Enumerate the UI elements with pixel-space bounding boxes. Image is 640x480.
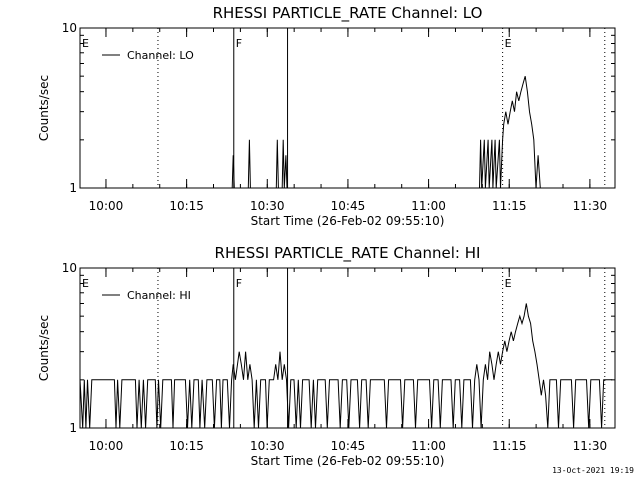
panel1-x-tick-label: 11:15: [492, 199, 527, 213]
panel2-y-tick-label: 1: [69, 421, 77, 435]
panel2-x-tick-label: 10:15: [169, 439, 204, 453]
panel1-series-line: [80, 76, 615, 189]
panel2-y-axis-label: Counts/sec: [37, 315, 51, 381]
panel1-x-tick-label: 10:45: [331, 199, 366, 213]
panel2-x-tick-label: 11:30: [573, 439, 608, 453]
panel1-x-tick-label: 11:00: [411, 199, 446, 213]
panel2-x-tick-label: 10:30: [250, 439, 285, 453]
panel1-marker-label: E: [505, 37, 512, 50]
panel1-y-axis-label: Counts/sec: [37, 75, 51, 141]
panel2-x-tick-label: 11:15: [492, 439, 527, 453]
panel2-x-tick-label: 11:00: [411, 439, 446, 453]
panel2-x-axis-label: Start Time (26-Feb-02 09:55:10): [251, 454, 445, 468]
panel1-marker-label: E: [82, 37, 89, 50]
panel1-title: RHESSI PARTICLE_RATE Channel: LO: [213, 4, 483, 23]
panel1-x-axis-label: Start Time (26-Feb-02 09:55:10): [251, 214, 445, 228]
panel2-x-tick-label: 10:00: [89, 439, 124, 453]
panel2-y-tick-label: 10: [62, 261, 77, 275]
panel1-legend-label: Channel: LO: [127, 49, 194, 62]
panel1-y-tick-label: 1: [69, 181, 77, 195]
panel1-x-tick-label: 10:15: [169, 199, 204, 213]
panel2-marker-label: E: [82, 277, 89, 290]
panel1-x-tick-label: 10:00: [89, 199, 124, 213]
panel2-x-tick-label: 10:45: [331, 439, 366, 453]
panel1-y-tick-label: 10: [62, 21, 77, 35]
panel2-legend-label: Channel: HI: [127, 289, 191, 302]
panel2-title: RHESSI PARTICLE_RATE Channel: HI: [215, 244, 481, 263]
panel1-marker-label: F: [236, 37, 242, 50]
panel2-marker-label: F: [236, 277, 242, 290]
panel2-marker-label: E: [505, 277, 512, 290]
panel2-series-line: [79, 303, 613, 429]
panel1-x-tick-label: 11:30: [573, 199, 608, 213]
generation-timestamp: 13-Oct-2021 19:19: [552, 466, 634, 475]
panel1-x-tick-label: 10:30: [250, 199, 285, 213]
